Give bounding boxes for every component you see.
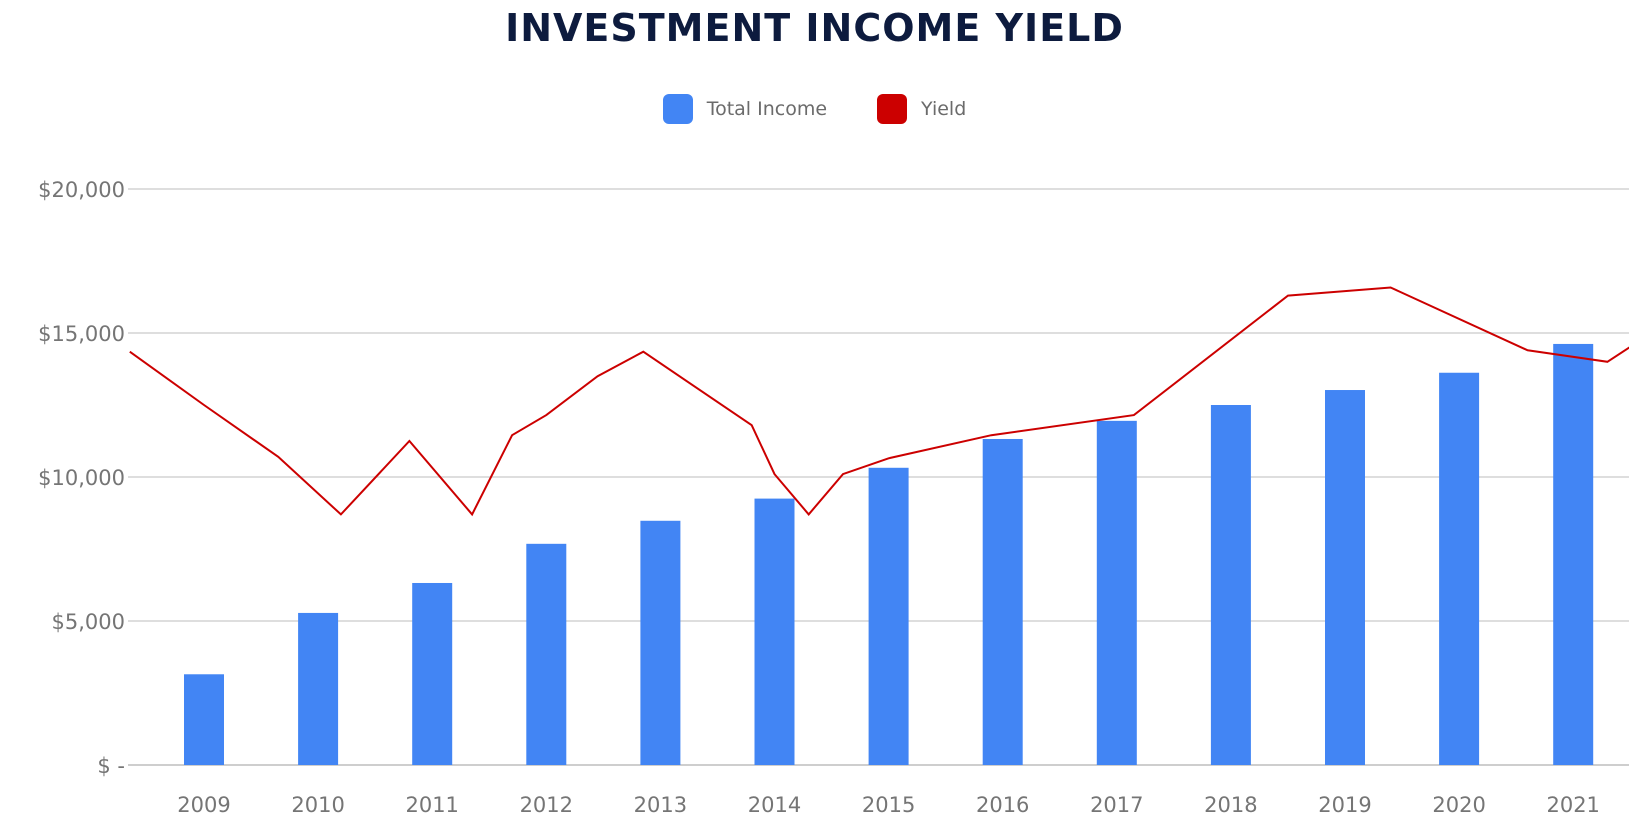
y-tick-label: $15,000 <box>38 322 125 346</box>
x-tick-label: 2019 <box>1318 793 1371 817</box>
bar-total-income-2016[interactable] <box>982 438 1023 765</box>
bar-total-income-2013[interactable] <box>640 520 681 765</box>
bar-total-income-2011[interactable] <box>412 582 453 765</box>
bar-total-income-2019[interactable] <box>1325 390 1365 765</box>
x-tick-label: 2016 <box>976 793 1029 817</box>
x-tick-label: 2020 <box>1432 793 1485 817</box>
y-tick-label: $10,000 <box>38 466 125 490</box>
legend-item-total-income[interactable]: Total Income <box>662 94 828 124</box>
legend: Total Income Yield <box>0 94 1629 124</box>
bar-total-income-2015[interactable] <box>868 467 909 765</box>
bar-total-income-2017[interactable] <box>1096 420 1137 765</box>
x-tick-label: 2014 <box>748 793 801 817</box>
bar-total-income-2020[interactable] <box>1439 372 1480 765</box>
x-tick-label: 2018 <box>1204 793 1257 817</box>
x-tick-label: 2017 <box>1090 793 1143 817</box>
bar-total-income-2018[interactable] <box>1210 405 1251 765</box>
bar-total-income-2012[interactable] <box>526 543 567 765</box>
x-tick-label: 2012 <box>520 793 573 817</box>
chart-title: INVESTMENT INCOME YIELD <box>505 6 1124 50</box>
legend-item-yield[interactable]: Yield <box>877 94 966 124</box>
legend-label-total-income: Total Income <box>706 98 828 120</box>
x-tick-label: 2010 <box>291 793 344 817</box>
bar-total-income-2010[interactable] <box>298 612 339 765</box>
x-tick-label: 2015 <box>862 793 915 817</box>
y-tick-label: $20,000 <box>38 178 125 202</box>
legend-swatch-total-income <box>662 94 693 124</box>
y-tick-label: $5,000 <box>52 610 125 634</box>
x-tick-label: 2021 <box>1546 793 1599 817</box>
legend-label-yield: Yield <box>921 98 967 120</box>
line-yield[interactable] <box>129 255 1629 517</box>
x-tick-label: 2009 <box>177 793 230 817</box>
bar-total-income-2014[interactable] <box>754 498 795 765</box>
bar-total-income-2021[interactable] <box>1553 343 1594 765</box>
y-tick-label: $ - <box>97 754 125 778</box>
x-tick-label: 2013 <box>634 793 687 817</box>
legend-swatch-yield <box>877 94 908 124</box>
x-tick-label: 2011 <box>405 793 458 817</box>
bar-total-income-2009[interactable] <box>184 674 224 765</box>
